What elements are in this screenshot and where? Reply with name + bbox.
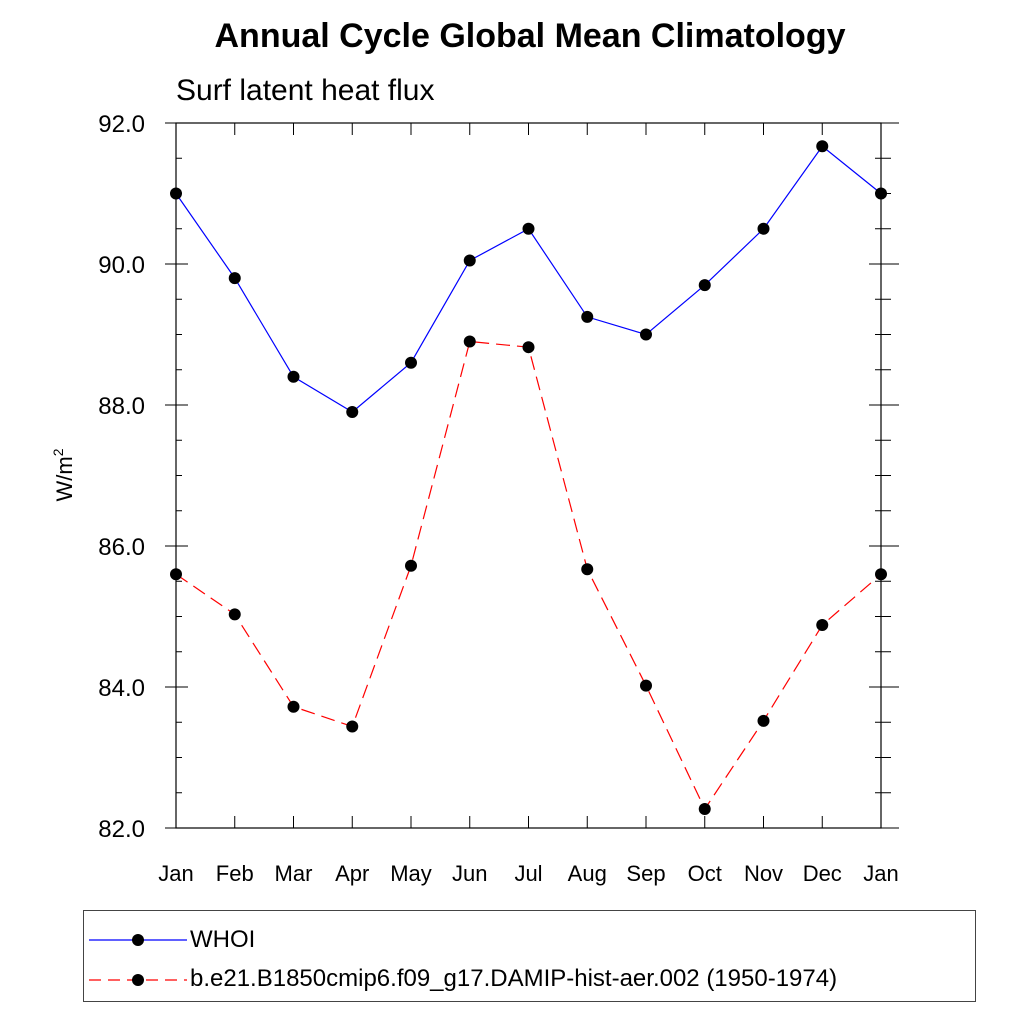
x-tick-label: Feb <box>216 861 254 886</box>
data-point-1 <box>816 618 829 631</box>
x-tick-label: Nov <box>744 861 783 886</box>
data-point-1 <box>640 679 652 692</box>
x-tick-label: Jan <box>158 861 193 886</box>
data-point-0 <box>228 272 241 285</box>
legend-swatch-model <box>89 974 187 986</box>
data-point-1 <box>287 700 300 713</box>
data-point-1 <box>170 568 182 581</box>
x-tick-label: Jun <box>452 861 487 886</box>
y-tick-label: 90.0 <box>98 252 145 279</box>
x-tick-label: Jan <box>863 861 898 886</box>
y-tick-label: 84.0 <box>98 675 145 702</box>
y-axis-label: W/m2 <box>50 448 77 501</box>
data-point-0 <box>522 222 535 235</box>
data-point-1 <box>875 568 887 581</box>
x-tick-label: May <box>390 861 432 886</box>
data-point-0 <box>640 328 652 341</box>
data-point-0 <box>581 310 594 323</box>
y-axis-label-text: W/m <box>52 456 77 501</box>
legend: WHOI b.e21.B1850cmip6.f09_g17.DAMIP-hist… <box>83 910 976 1002</box>
data-point-1 <box>522 341 535 354</box>
y-axis-label-sup: 2 <box>50 448 66 456</box>
data-point-0 <box>346 406 359 419</box>
legend-item-model: b.e21.B1850cmip6.f09_g17.DAMIP-hist-aer.… <box>84 958 975 998</box>
data-point-1 <box>698 802 711 815</box>
data-point-0 <box>816 140 829 153</box>
data-point-1 <box>757 714 770 727</box>
series-layer <box>170 140 887 815</box>
data-point-0 <box>698 279 711 292</box>
y-tick-label: 82.0 <box>98 816 145 843</box>
series-line-0 <box>175 145 882 413</box>
chart-title: Annual Cycle Global Mean Climatology <box>215 17 846 55</box>
data-point-0 <box>463 254 476 267</box>
legend-swatch-whoi <box>89 934 187 946</box>
data-point-0 <box>405 356 417 369</box>
data-point-1 <box>228 608 241 621</box>
legend-item-whoi: WHOI <box>84 917 975 957</box>
legend-label-model: b.e21.B1850cmip6.f09_g17.DAMIP-hist-aer.… <box>190 965 838 992</box>
legend-label-whoi: WHOI <box>190 926 256 953</box>
x-tick-label: Aug <box>568 861 607 886</box>
data-point-1 <box>346 720 359 733</box>
data-point-0 <box>170 187 182 200</box>
data-point-0 <box>875 187 887 200</box>
series-line-1 <box>175 340 882 811</box>
chart-subtitle: Surf latent heat flux <box>176 74 435 107</box>
y-tick-label: 86.0 <box>98 534 145 561</box>
data-point-0 <box>757 222 770 235</box>
x-tick-label: Sep <box>626 861 665 886</box>
chart: Annual Cycle Global Mean Climatology Sur… <box>50 17 899 886</box>
data-point-1 <box>405 559 417 572</box>
data-point-1 <box>463 335 476 348</box>
y-tick-label: 92.0 <box>98 111 145 138</box>
axes: Jan Feb Mar Apr May Jun Jul Aug Sep Oct Nov Dec Jan 8… <box>98 111 899 886</box>
x-tick-label: Apr <box>335 861 369 886</box>
data-point-0 <box>287 370 300 383</box>
y-tick-label: 88.0 <box>98 393 145 420</box>
data-point-1 <box>581 563 594 576</box>
x-tick-label: Oct <box>688 861 722 886</box>
x-tick-label: Mar <box>275 861 313 886</box>
x-tick-label: Dec <box>803 861 842 886</box>
x-tick-label: Jul <box>514 861 542 886</box>
